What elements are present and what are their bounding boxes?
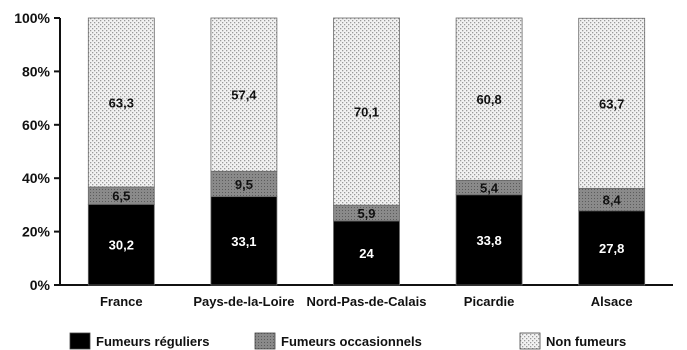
data-label: 60,8 <box>476 92 501 107</box>
legend-swatch <box>69 332 91 350</box>
y-tick-label: 0% <box>30 277 51 293</box>
data-label: 70,1 <box>354 105 379 120</box>
y-tick-label: 80% <box>22 63 51 79</box>
y-tick-label: 60% <box>22 117 51 133</box>
y-tick-label: 100% <box>14 10 50 26</box>
bar-segment <box>87 17 155 188</box>
bar-segment <box>210 17 278 172</box>
bar-segment <box>578 210 646 286</box>
legend-swatch <box>519 332 541 350</box>
category-label: Pays-de-la-Loire <box>193 294 294 309</box>
y-axis: 0% 20% 40% 60% 80% 100% <box>14 10 673 293</box>
data-label: 5,4 <box>480 181 499 196</box>
data-label: 8,4 <box>603 193 622 208</box>
data-label: 57,4 <box>231 88 257 103</box>
legend-label: Fumeurs réguliers <box>96 334 209 349</box>
legend-label: Fumeurs occasionnels <box>281 334 422 349</box>
data-label: 33,8 <box>476 233 501 248</box>
y-tick-label: 20% <box>22 224 51 240</box>
legend: Fumeurs réguliers Fumeurs occasionnels Non… <box>69 332 626 350</box>
y-tick-label: 40% <box>22 170 51 186</box>
legend-swatch <box>254 332 276 350</box>
data-label: 33,1 <box>231 234 256 249</box>
data-label: 63,7 <box>599 96 624 111</box>
data-label: 30,2 <box>109 238 134 253</box>
bar-segment <box>333 220 400 286</box>
data-label: 24 <box>359 246 374 261</box>
data-label: 5,9 <box>357 206 375 221</box>
category-label: Picardie <box>464 294 515 309</box>
bar-segment <box>333 17 400 206</box>
category-labels: France Pays-de-la-Loire Nord-Pas-de-Calais… <box>100 294 633 309</box>
category-label: Alsace <box>591 294 633 309</box>
category-label: Nord-Pas-de-Calais <box>307 294 427 309</box>
bar-segment <box>455 194 523 286</box>
bars-group: 30,2 6,5 63,3 33,1 9,5 57,4 24 5,9 70,1 33,8 5,4 60… <box>87 17 646 286</box>
category-label: France <box>100 294 143 309</box>
legend-label: Non fumeurs <box>546 334 626 349</box>
data-label: 9,5 <box>235 177 253 192</box>
data-label: 27,8 <box>599 241 624 256</box>
data-label: 63,3 <box>109 96 134 111</box>
data-label: 6,5 <box>112 189 130 204</box>
bar-segment <box>455 17 523 181</box>
bar-segment <box>578 17 646 189</box>
